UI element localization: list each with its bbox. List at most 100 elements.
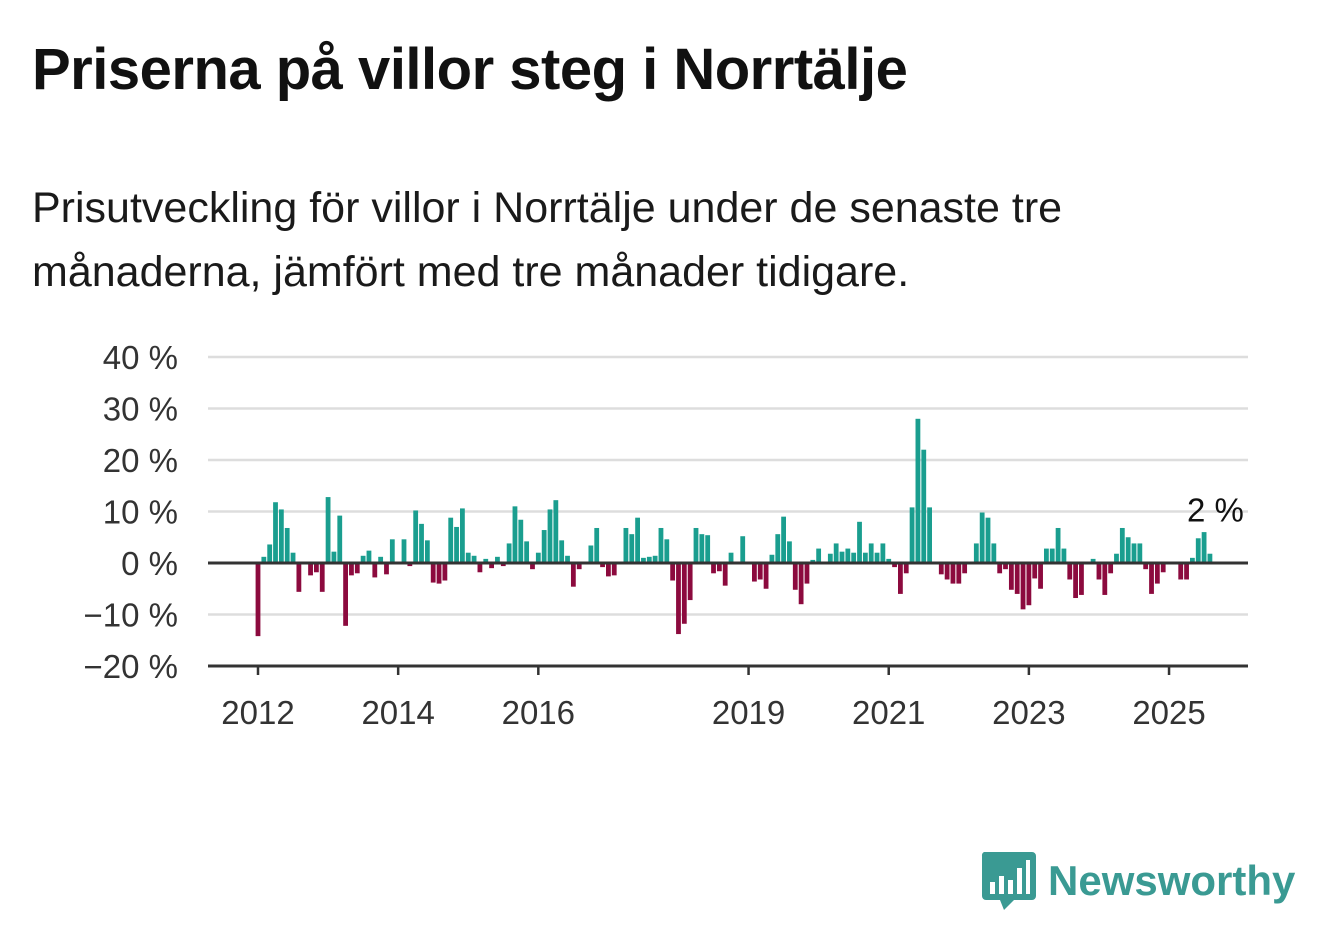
bar: [261, 556, 267, 563]
grid-lines: [208, 355, 1248, 616]
bar: [1108, 563, 1114, 574]
bar: [1061, 548, 1067, 563]
bar: [535, 552, 541, 563]
bar: [325, 497, 331, 563]
bar: [489, 563, 494, 569]
x-tick-label: 2016: [502, 694, 575, 731]
bar: [740, 536, 746, 563]
bar: [477, 563, 483, 573]
bar: [1055, 527, 1061, 563]
bar: [757, 563, 763, 580]
bar: [331, 551, 337, 563]
bar: [1008, 563, 1014, 590]
bar: [1143, 563, 1149, 570]
bar: [296, 563, 302, 592]
bar: [693, 527, 699, 563]
bar: [1026, 563, 1032, 606]
bar: [465, 552, 471, 563]
bar: [1131, 543, 1137, 563]
bar: [430, 563, 436, 583]
bar: [892, 563, 897, 568]
bar: [629, 534, 635, 563]
bar: [576, 563, 582, 570]
bar: [1190, 557, 1195, 563]
bar: [833, 543, 839, 563]
bar: [570, 563, 576, 587]
end-value-label: 2 %: [1187, 492, 1244, 529]
bar: [1079, 563, 1084, 595]
bar: [384, 563, 389, 575]
bar: [903, 563, 909, 574]
bar: [716, 563, 722, 572]
bar-chart: −20 % −10 % 0 % 10 % 20 % 30 % 40 % 2012 2014 201…: [84, 339, 1248, 731]
x-tick-label: 2025: [1132, 694, 1205, 731]
bar: [804, 563, 810, 584]
bar: [559, 540, 565, 563]
bar: [506, 543, 512, 563]
bar: [862, 552, 868, 563]
bar: [880, 543, 886, 563]
bar: [810, 559, 816, 563]
bar: [658, 527, 664, 563]
bar: [927, 507, 932, 563]
y-tick-label: 0 %: [121, 545, 178, 582]
bar: [1014, 563, 1020, 594]
axes: [208, 561, 1248, 675]
bar: [775, 534, 781, 563]
bar: [1149, 563, 1154, 594]
bar: [979, 512, 985, 563]
y-tick-label: 20 %: [103, 442, 178, 479]
bar: [845, 548, 851, 563]
bar: [600, 563, 605, 568]
y-tick-label: 10 %: [103, 494, 178, 531]
bar: [1195, 538, 1201, 563]
bar: [448, 517, 454, 563]
bar: [378, 556, 384, 563]
bar: [1020, 563, 1026, 610]
bar: [1119, 527, 1125, 563]
bar: [337, 515, 343, 563]
bar: [471, 555, 477, 563]
bar: [874, 552, 880, 563]
bar: [1096, 563, 1102, 580]
x-tick-label: 2023: [992, 694, 1065, 731]
bar: [436, 563, 442, 584]
bar: [594, 527, 600, 563]
bar: [267, 544, 273, 563]
bar: [547, 509, 553, 563]
bar: [711, 563, 716, 574]
bar: [343, 563, 348, 626]
bar: [991, 543, 997, 563]
bar: [670, 563, 676, 581]
bar: [512, 506, 518, 563]
y-tick-label: −10 %: [84, 597, 179, 634]
bar: [699, 534, 705, 563]
bar: [687, 563, 693, 601]
newsworthy-logo: Newsworthy: [980, 850, 1295, 912]
bar: [915, 418, 921, 563]
bar: [857, 521, 862, 563]
bar: [524, 541, 530, 563]
logo-text: Newsworthy: [1048, 857, 1296, 904]
bar: [349, 563, 354, 576]
bar: [424, 540, 430, 563]
bar: [454, 526, 459, 563]
bar: [623, 527, 629, 563]
bar: [944, 563, 950, 580]
x-tick-label: 2014: [361, 694, 434, 731]
bar: [308, 563, 313, 576]
bar: [360, 555, 366, 563]
x-tick-label: 2019: [712, 694, 785, 731]
bar: [1073, 563, 1078, 599]
bar: [1137, 543, 1143, 563]
bar: [389, 539, 395, 563]
bar: [495, 556, 500, 563]
bar: [1032, 563, 1038, 579]
bar: [886, 558, 892, 563]
bar: [401, 539, 407, 563]
bar: [752, 563, 757, 582]
bar: [635, 517, 640, 563]
bar: [1125, 537, 1131, 563]
bar: [1114, 553, 1119, 563]
bar-chart-speech-bubble-icon: [981, 852, 1036, 910]
